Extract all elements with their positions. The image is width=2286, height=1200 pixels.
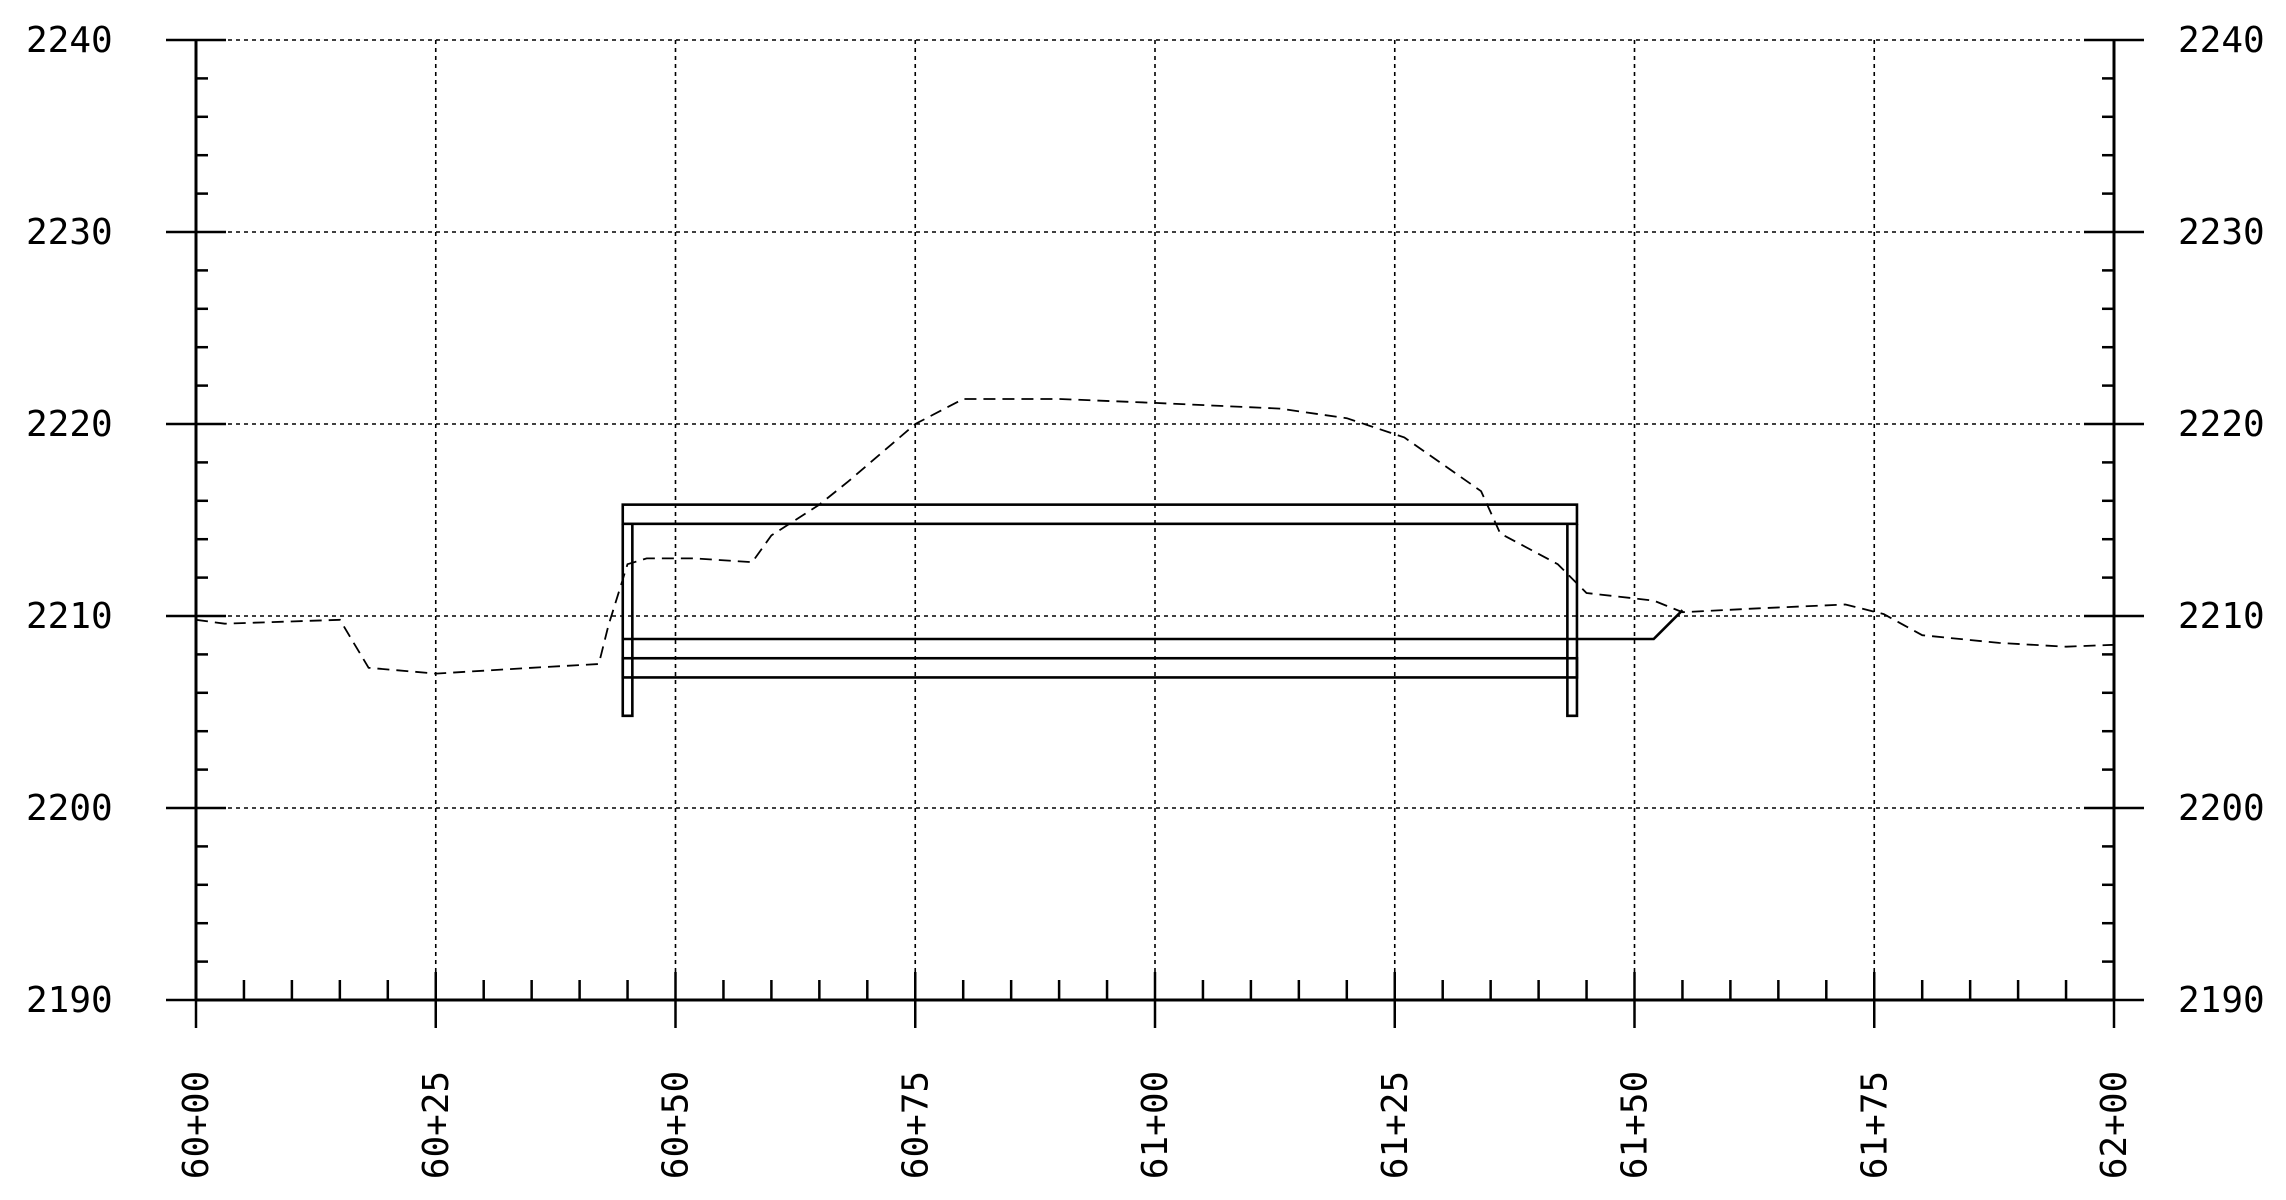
top-slab [621, 503, 1579, 526]
y-tick-label-right: 2240 [2178, 20, 2265, 61]
y-tick-label-right: 2200 [2178, 788, 2265, 829]
series [195, 398, 2115, 675]
grid [196, 39, 2114, 1000]
x-tick-label: 60+00 [176, 1071, 217, 1179]
y-tick-label-left: 2240 [26, 20, 113, 61]
y-tick-label-left: 2210 [26, 596, 113, 637]
x-tick-label: 62+00 [2094, 1071, 2135, 1179]
left-wall [621, 523, 634, 718]
axes [166, 38, 2144, 1028]
x-tick-label: 61+75 [1854, 1071, 1895, 1179]
x-tick-label: 61+50 [1615, 1071, 1656, 1179]
tick-labels: 2190 2190 2200 2200 2210 2210 2220 2220 2230 2230… [26, 20, 2265, 1179]
y-tick-label-right: 2210 [2178, 596, 2265, 637]
x-tick-label: 60+75 [895, 1071, 936, 1179]
y-tick-label-right: 2190 [2178, 980, 2265, 1021]
right-wall [1566, 523, 1579, 718]
culvert-structure [621, 503, 1579, 718]
proposed-grade-line [622, 609, 1684, 641]
y-tick-label-left: 2220 [26, 404, 113, 445]
y-tick-label-left: 2230 [26, 212, 113, 253]
y-tick-label-left: 2190 [26, 980, 113, 1021]
x-tick-label: 60+25 [416, 1071, 457, 1179]
y-tick-label-left: 2200 [26, 788, 113, 829]
x-tick-label: 61+25 [1375, 1071, 1416, 1179]
x-tick-label: 61+00 [1135, 1071, 1176, 1179]
x-tick-label: 60+50 [656, 1071, 697, 1179]
bottom-slab [621, 656, 1579, 679]
y-tick-label-right: 2230 [2178, 212, 2265, 253]
y-tick-label-right: 2220 [2178, 404, 2265, 445]
existing-ground-line [195, 398, 2115, 675]
